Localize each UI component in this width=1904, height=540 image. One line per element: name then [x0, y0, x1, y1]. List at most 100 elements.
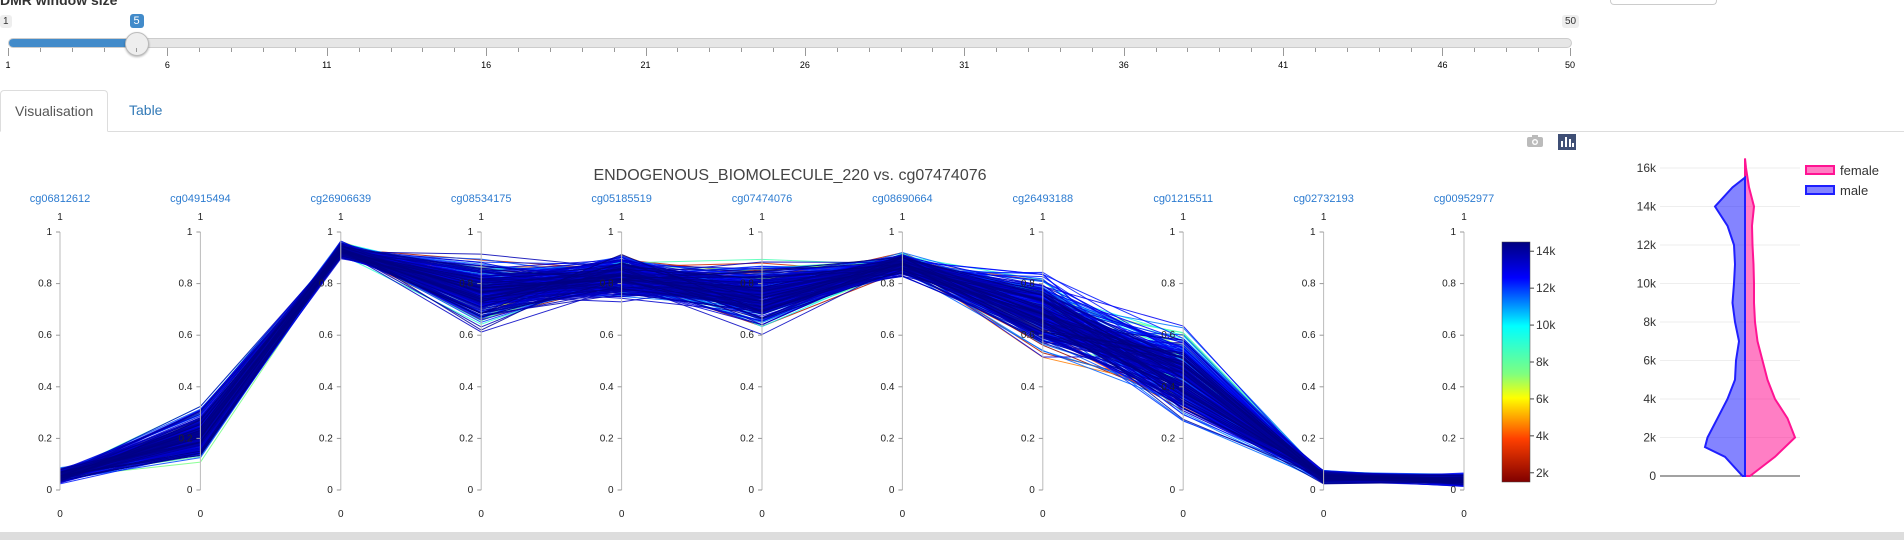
dimension-label[interactable]: cg02732193 [1293, 193, 1354, 205]
chart-title: ENDOGENOUS_BIOMOLECULE_220 vs. cg0747407… [593, 167, 986, 184]
axis-tick-label: 0.8 [178, 279, 192, 290]
slider-handle[interactable] [124, 32, 149, 56]
axis-tick-label: 0.2 [740, 433, 754, 444]
axis-tick-label: 0.6 [740, 330, 754, 341]
slider-tick [996, 48, 998, 52]
dimension-label[interactable]: cg08534175 [451, 193, 512, 205]
dimension-label[interactable]: cg08690664 [872, 193, 933, 205]
colorbar-tick-label: 2k [1536, 466, 1550, 480]
violin-grid: 16k 14k 12k 10k 8k 6k 4k 2k 0 [1637, 161, 1800, 483]
dimension-label[interactable]: cg06812612 [30, 193, 91, 205]
slider-tick [900, 48, 902, 52]
dimension-label[interactable]: cg07474076 [732, 193, 793, 205]
legend-label-female[interactable]: female [1840, 163, 1879, 178]
axis-tick-label: 1 [187, 227, 193, 238]
colorbar-tick-label: 6k [1536, 392, 1550, 406]
slider-tick [868, 48, 870, 52]
slider-tick [1410, 48, 1412, 52]
axis-tick-label: 0.8 [1021, 279, 1035, 290]
colorbar-ticks: 14k 12k 10k 8k 6k 4k 2k [1530, 244, 1556, 480]
axis-tick-label: 0.8 [880, 279, 894, 290]
top-right-button[interactable] [1610, 0, 1717, 5]
axis-tick-label: 0.2 [1161, 433, 1175, 444]
colorbar-tick-label: 4k [1536, 429, 1550, 443]
axis-tick-label: 0.6 [880, 330, 894, 341]
dmr-window-slider[interactable]: DMR window size 1 50 5 1 6 11 16 21 26 31 36 41 4… [0, 0, 1580, 80]
slider-tick [1028, 48, 1030, 52]
tab-table[interactable]: Table [129, 102, 163, 118]
axis-tick-label: 0 [1029, 485, 1035, 496]
slider-tick [773, 48, 775, 52]
camera-icon[interactable] [1526, 134, 1544, 148]
axis-tick-label: 0 [1170, 485, 1176, 496]
axis-tick-label: 0.4 [38, 382, 52, 393]
violin-y-tick-label: 8k [1643, 315, 1657, 329]
parallel-coordinates-chart[interactable]: ENDOGENOUS_BIOMOLECULE_220 vs. cg0747407… [0, 150, 1600, 530]
slider-tick [1378, 48, 1380, 52]
axis-top-label: 1 [1321, 212, 1327, 223]
slider-tick [1251, 48, 1253, 52]
axis-top-label: 1 [759, 212, 765, 223]
slider-tick-label: 11 [322, 60, 332, 70]
axis-bottom-label: 0 [57, 509, 63, 520]
slider-label: DMR window size [0, 0, 118, 8]
dimension-label[interactable]: cg00952977 [1434, 193, 1495, 205]
axis-tick-label: 0.4 [1442, 382, 1456, 393]
axis-tick-label: 0.6 [1161, 330, 1175, 341]
violin-female[interactable] [1744, 158, 1797, 477]
colorbar [1501, 241, 1531, 483]
slider-max-label: 50 [1562, 15, 1580, 28]
slider-tick [1570, 48, 1571, 56]
slider-tick [1187, 48, 1189, 52]
slider-tick [581, 48, 583, 52]
axis-top-label: 1 [1461, 212, 1467, 223]
axis-tick-label: 0.8 [1302, 279, 1316, 290]
legend-label-male[interactable]: male [1840, 183, 1868, 198]
violin-y-tick-label: 10k [1637, 277, 1657, 291]
axis-tick-label: 0.8 [319, 279, 333, 290]
violin-legend: female male [1805, 163, 1879, 198]
slider-track[interactable] [8, 38, 1572, 48]
violin-shapes [1703, 158, 1797, 477]
horizontal-scrollbar[interactable] [0, 532, 1904, 540]
legend-swatch-female[interactable] [1805, 165, 1835, 175]
violin-y-tick-label: 2k [1643, 431, 1657, 445]
violin-chart[interactable]: 16k 14k 12k 10k 8k 6k 4k 2k 0 female male [1620, 150, 1904, 490]
slider-tick [39, 48, 41, 52]
slider-tick [390, 48, 392, 52]
slider-tick [167, 48, 169, 56]
dimension-label[interactable]: cg01215511 [1153, 193, 1213, 205]
dimension-label[interactable]: cg26493188 [1013, 193, 1074, 205]
axis-tick-label: 0.6 [1021, 330, 1035, 341]
axis-tick-label: 0.2 [1021, 433, 1035, 444]
axis-tick-label: 0.6 [459, 330, 473, 341]
axis-tick-label: 0.2 [319, 433, 333, 444]
dimension-label[interactable]: cg26906639 [311, 193, 372, 205]
axis-tick-label: 0.2 [1442, 433, 1456, 444]
slider-tick-label: 31 [959, 60, 970, 70]
axis-tick-label: 0.6 [600, 330, 614, 341]
violin-male[interactable] [1703, 175, 1746, 477]
slider-tick [199, 48, 201, 52]
slider-tick [677, 48, 679, 52]
axis-tick-label: 0.2 [600, 433, 614, 444]
slider-tick [1091, 48, 1093, 52]
bar-chart-icon[interactable] [1558, 134, 1576, 150]
axis-tick-label: 0.4 [459, 382, 473, 393]
axis-tick-label: 0.2 [459, 433, 473, 444]
axis-tick-label: 0.8 [459, 279, 473, 290]
slider-tick [1219, 48, 1221, 52]
tab-visualisation[interactable]: Visualisation [0, 90, 109, 132]
axis-bottom-label: 0 [478, 509, 484, 520]
axis-tick-label: 0.4 [1161, 382, 1175, 393]
dimension-label[interactable]: cg05185519 [591, 193, 652, 205]
dimension-label[interactable]: cg04915494 [170, 193, 231, 205]
axis-tick-label: 0 [748, 485, 754, 496]
axis-top-label: 1 [900, 212, 906, 223]
axis-tick-label: 1 [608, 227, 614, 238]
slider-tick [804, 48, 806, 56]
legend-swatch-male[interactable] [1805, 185, 1835, 195]
slider-tick [1506, 48, 1508, 52]
slider-tick [8, 48, 9, 56]
axis-tick-label: 0 [889, 485, 895, 496]
